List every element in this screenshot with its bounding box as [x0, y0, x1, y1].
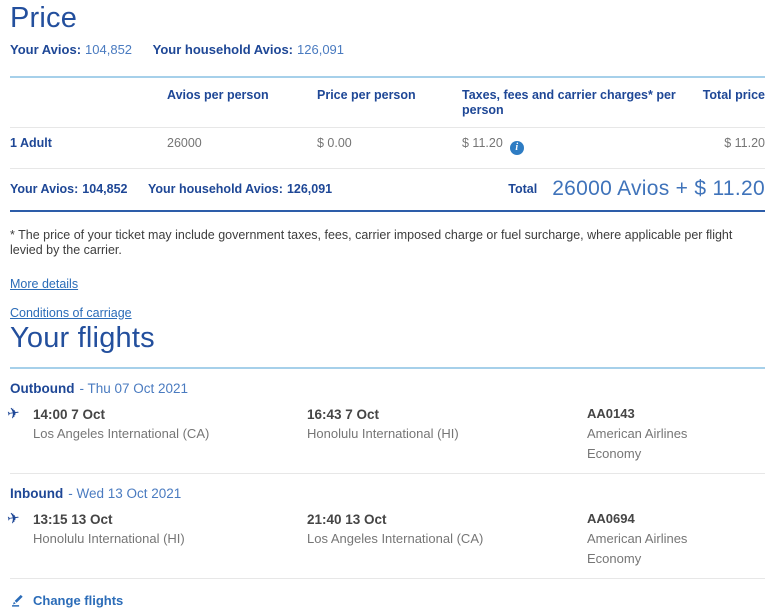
- taxes-fees-header: Taxes, fees and carrier charges* per per…: [462, 88, 676, 117]
- avios-per-person-cell: 26000: [167, 136, 202, 150]
- arrival-info: 21:40 13 Oct Los Angeles International (…: [307, 511, 587, 567]
- arrival-info: 16:43 7 Oct Honolulu International (HI): [307, 406, 587, 462]
- outbound-header: Outbound - Thu 07 Oct 2021: [10, 369, 765, 397]
- arrival-time: 16:43 7 Oct: [307, 406, 380, 422]
- departure-airport: Los Angeles International (CA): [33, 425, 210, 441]
- outbound-flight-row: ✈ 14:00 7 Oct Los Angeles International …: [6, 404, 765, 462]
- info-icon[interactable]: i: [509, 140, 524, 155]
- passenger-cell: 1 Adult: [10, 136, 52, 150]
- total-price-cell: $ 11.20: [724, 136, 765, 150]
- inbound-date: - Wed 13 Oct 2021: [68, 485, 182, 501]
- your-avios-label: Your Avios:: [10, 42, 82, 57]
- airline-name: American Airlines: [587, 425, 688, 441]
- departure-time: 14:00 7 Oct: [33, 406, 106, 422]
- your-avios-value: 104,852: [82, 181, 128, 196]
- flight-number: AA0143: [587, 405, 635, 421]
- total-bottom-rule: [10, 209, 765, 212]
- cabin-class: Economy: [587, 445, 642, 461]
- price-per-person-header: Price per person: [317, 88, 416, 102]
- household-avios-value: 126,091: [297, 42, 345, 57]
- total-label: Total: [508, 181, 538, 196]
- total-price-header: Total price: [702, 88, 765, 102]
- more-details-link[interactable]: More details: [10, 276, 79, 291]
- divider: [10, 167, 765, 169]
- divider: [10, 577, 765, 579]
- flight-info: AA0143 American Airlines Economy: [587, 406, 765, 462]
- your-flights-title: Your flights: [10, 321, 155, 354]
- total-value: 26000 Avios + $ 11.20: [552, 176, 765, 200]
- departure-airport: Honolulu International (HI): [33, 530, 185, 546]
- price-table: Avios per person Price per person Taxes,…: [10, 78, 765, 169]
- your-avios-value: 104,852: [85, 42, 133, 57]
- flight-number: AA0694: [587, 510, 635, 526]
- table-row: 1 Adult 26000 $ 0.00 $ 11.20 i $ 11.20: [10, 128, 765, 168]
- avios-per-person-header: Avios per person: [167, 88, 269, 102]
- total-avios-summary: Your Avios: 104,852 Your household Avios:…: [10, 182, 332, 196]
- household-avios-label: Your household Avios:: [152, 42, 294, 57]
- pencil-icon: [10, 592, 25, 610]
- change-flights-link[interactable]: Change flights: [10, 592, 123, 610]
- price-table-top-rule: [10, 76, 765, 78]
- household-avios-label: Your household Avios:: [147, 181, 283, 196]
- total-summary-row: Your Avios: 104,852 Your household Avios:…: [10, 169, 765, 210]
- conditions-of-carriage-link[interactable]: Conditions of carriage: [10, 305, 132, 320]
- departure-info: 13:15 13 Oct Honolulu International (HI): [33, 511, 307, 567]
- departure-time: 13:15 13 Oct: [33, 511, 113, 527]
- departure-info: 14:00 7 Oct Los Angeles International (C…: [33, 406, 307, 462]
- arrival-airport: Honolulu International (HI): [307, 425, 459, 441]
- grand-total: Total 26000 Avios + $ 11.20: [508, 177, 765, 201]
- cabin-class: Economy: [587, 550, 642, 566]
- outbound-date: - Thu 07 Oct 2021: [79, 380, 189, 396]
- outbound-label: Outbound: [10, 380, 75, 396]
- your-avios-label: Your Avios:: [10, 181, 79, 196]
- price-per-person-cell: $ 0.00: [317, 136, 352, 150]
- flight-info: AA0694 American Airlines Economy: [587, 511, 765, 567]
- price-title: Price: [10, 2, 78, 34]
- airline-name: American Airlines: [587, 530, 688, 546]
- household-avios-value: 126,091: [286, 181, 333, 196]
- arrival-time: 21:40 13 Oct: [307, 511, 387, 527]
- inbound-flight-row: ✈ 13:15 13 Oct Honolulu International (H…: [6, 509, 765, 567]
- avios-summary: Your Avios: 104,852 Your household Avios:…: [10, 42, 765, 58]
- change-flights-label: Change flights: [33, 593, 124, 608]
- taxes-per-person-cell: $ 11.20 i: [462, 136, 702, 155]
- price-table-header-row: Avios per person Price per person Taxes,…: [10, 78, 765, 127]
- inbound-header: Inbound - Wed 13 Oct 2021: [10, 474, 765, 502]
- divider: [10, 127, 765, 128]
- taxes-footnote: * The price of your ticket may include g…: [10, 227, 733, 257]
- arrival-airport: Los Angeles International (CA): [307, 530, 484, 546]
- flights-top-rule: [10, 366, 765, 369]
- divider: [10, 472, 765, 474]
- inbound-label: Inbound: [10, 485, 64, 501]
- taxes-value: $ 11.20: [462, 136, 503, 150]
